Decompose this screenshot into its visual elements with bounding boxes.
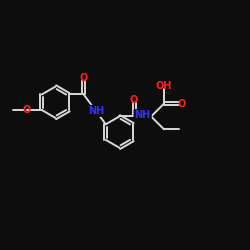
Text: OH: OH xyxy=(156,80,172,90)
Text: O: O xyxy=(80,73,88,83)
Text: NH: NH xyxy=(88,106,104,116)
Text: NH: NH xyxy=(134,110,151,120)
Text: O: O xyxy=(130,95,138,105)
Text: O: O xyxy=(22,105,30,115)
Text: O: O xyxy=(178,99,186,109)
